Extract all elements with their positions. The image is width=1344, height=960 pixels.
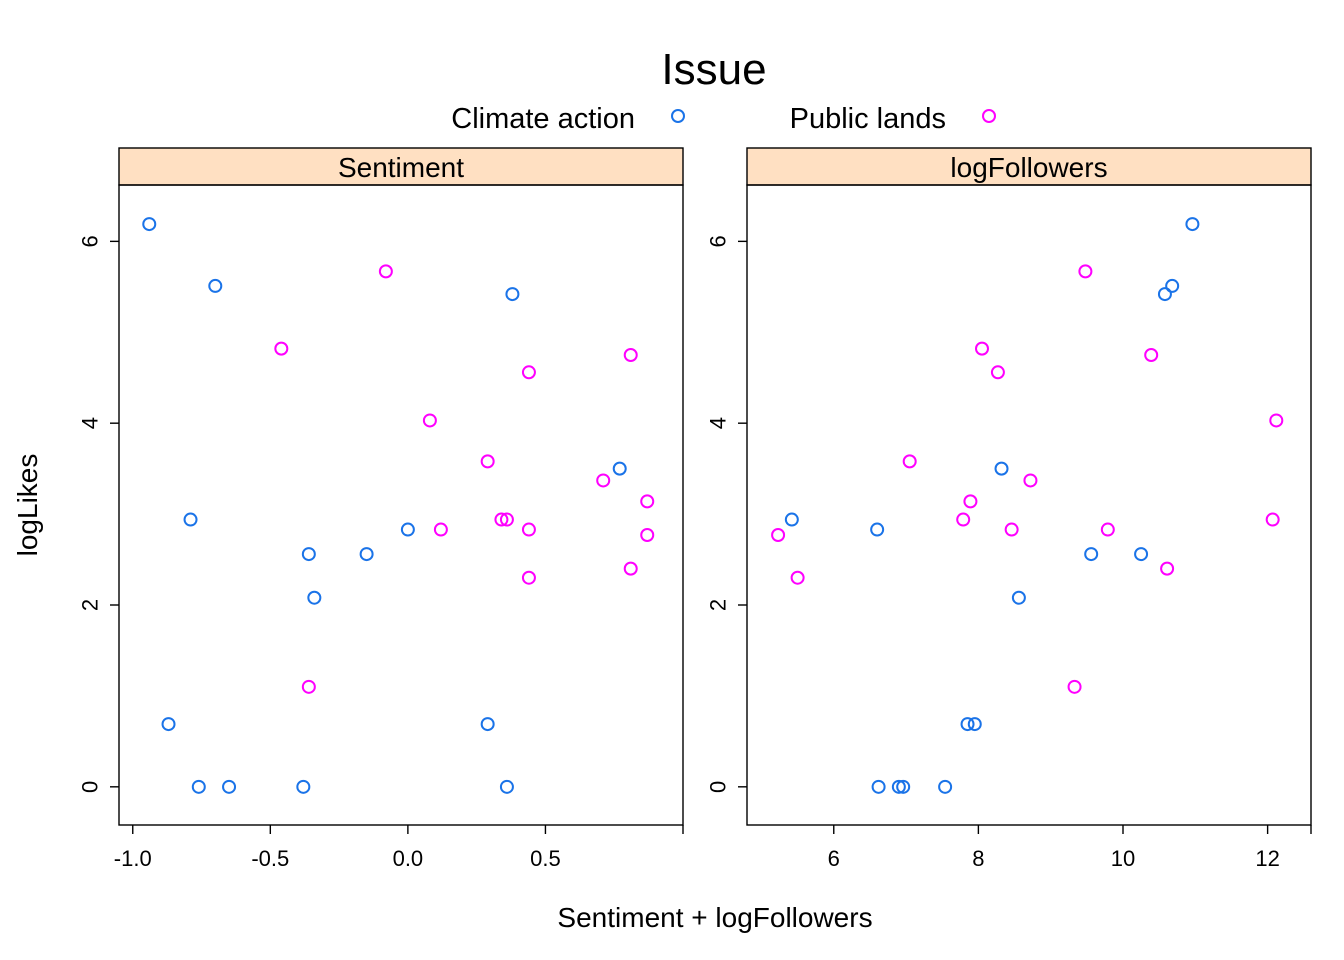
point-public-lands <box>521 570 536 585</box>
point-public-lands <box>1078 264 1093 279</box>
point-climate-action <box>870 522 885 537</box>
point-public-lands <box>494 512 509 527</box>
point-climate-action <box>1084 547 1099 562</box>
y-tick-label-sentiment: 2 <box>78 599 103 611</box>
point-public-lands <box>596 473 611 488</box>
point-climate-action <box>1165 278 1180 293</box>
point-climate-action <box>1134 547 1149 562</box>
point-climate-action <box>871 779 886 794</box>
point-climate-action <box>896 779 911 794</box>
points-logfollowers <box>771 217 1284 794</box>
point-public-lands <box>640 494 655 509</box>
point-climate-action <box>891 779 906 794</box>
point-public-lands <box>771 528 786 542</box>
x-tick-label-sentiment: -0.5 <box>251 846 289 871</box>
point-public-lands <box>963 494 978 509</box>
point-public-lands <box>790 570 805 585</box>
panel-sentiment: Sentiment -1.0 -0.5 0.0 0.5 0 2 4 6 <box>78 147 684 871</box>
point-climate-action <box>208 278 223 293</box>
point-public-lands <box>1160 561 1175 576</box>
point-climate-action <box>967 717 982 732</box>
point-climate-action <box>400 522 415 537</box>
x-tick-label-logfollowers: 12 <box>1255 846 1279 871</box>
x-tick-label-sentiment: 0.0 <box>393 846 424 871</box>
legend-label-climate-action: Climate action <box>451 103 635 135</box>
point-climate-action <box>1185 217 1200 232</box>
point-climate-action <box>301 547 316 562</box>
axis-ticks-logfollowers: 6 8 10 12 0 2 4 6 <box>706 235 1312 871</box>
x-tick-label-sentiment: -1.0 <box>114 846 152 871</box>
point-climate-action <box>499 779 514 794</box>
point-climate-action <box>612 461 627 476</box>
x-tick-label-logfollowers: 10 <box>1111 846 1135 871</box>
point-climate-action <box>938 779 953 794</box>
point-climate-action <box>1157 287 1172 302</box>
y-tick-label-logfollowers: 4 <box>706 417 731 429</box>
x-tick-label-sentiment: 0.5 <box>530 846 561 871</box>
y-axis-label: logLikes <box>12 454 43 557</box>
point-climate-action <box>784 512 799 527</box>
point-public-lands <box>1269 413 1284 428</box>
point-public-lands <box>1023 473 1038 488</box>
y-tick-label-sentiment: 4 <box>78 417 103 429</box>
point-climate-action <box>222 779 237 794</box>
y-tick-label-sentiment: 6 <box>78 235 103 247</box>
x-tick-label-logfollowers: 6 <box>828 846 840 871</box>
point-public-lands <box>378 264 393 279</box>
point-climate-action <box>191 779 206 794</box>
panel-frame-logfollowers <box>746 184 1312 826</box>
legend-label-public-lands: Public lands <box>790 103 946 135</box>
point-climate-action <box>307 590 322 605</box>
strip-label-logfollowers: logFollowers <box>950 152 1107 183</box>
point-public-lands <box>1144 348 1159 362</box>
point-climate-action <box>183 512 198 527</box>
point-public-lands <box>990 365 1005 380</box>
point-public-lands <box>1067 679 1082 694</box>
point-public-lands <box>422 413 437 428</box>
point-public-lands <box>623 561 638 576</box>
legend-marker-climate-action <box>671 109 685 123</box>
point-public-lands <box>640 528 655 542</box>
point-public-lands <box>623 348 638 362</box>
point-public-lands <box>301 679 316 694</box>
point-public-lands <box>902 454 917 469</box>
panel-logfollowers: logFollowers 6 8 10 12 0 2 4 6 <box>706 147 1312 871</box>
y-tick-label-logfollowers: 6 <box>706 235 731 247</box>
strip-sentiment <box>118 147 684 186</box>
y-tick-label-logfollowers: 2 <box>706 599 731 611</box>
point-climate-action <box>296 779 311 794</box>
point-public-lands <box>521 365 536 380</box>
legend: Climate action Public lands <box>451 103 996 135</box>
chart-title: Issue <box>661 45 766 94</box>
point-public-lands <box>499 512 514 527</box>
x-axis-label: Sentiment + logFollowers <box>557 902 872 933</box>
point-public-lands <box>975 341 989 356</box>
points-sentiment <box>142 217 655 794</box>
point-climate-action <box>480 717 495 732</box>
point-climate-action <box>1011 590 1026 605</box>
point-public-lands <box>480 454 495 469</box>
panel-frame-sentiment <box>118 184 684 826</box>
point-public-lands <box>1265 512 1280 527</box>
point-public-lands <box>956 512 971 527</box>
y-tick-label-sentiment: 0 <box>78 781 103 793</box>
axis-ticks-sentiment: -1.0 -0.5 0.0 0.5 0 2 4 6 <box>78 235 684 871</box>
point-public-lands <box>274 341 289 356</box>
point-climate-action <box>960 717 975 732</box>
point-climate-action <box>161 717 176 732</box>
y-tick-label-logfollowers: 0 <box>706 781 731 793</box>
point-climate-action <box>994 461 1009 476</box>
point-public-lands <box>1004 522 1019 537</box>
point-climate-action <box>142 217 157 232</box>
point-climate-action <box>359 547 374 562</box>
point-public-lands <box>433 522 448 537</box>
legend-marker-public-lands <box>982 109 996 123</box>
point-public-lands <box>1100 522 1115 537</box>
strip-label-sentiment: Sentiment <box>338 152 464 183</box>
point-public-lands <box>521 522 536 537</box>
point-climate-action <box>505 287 520 302</box>
x-tick-label-logfollowers: 8 <box>972 846 984 871</box>
